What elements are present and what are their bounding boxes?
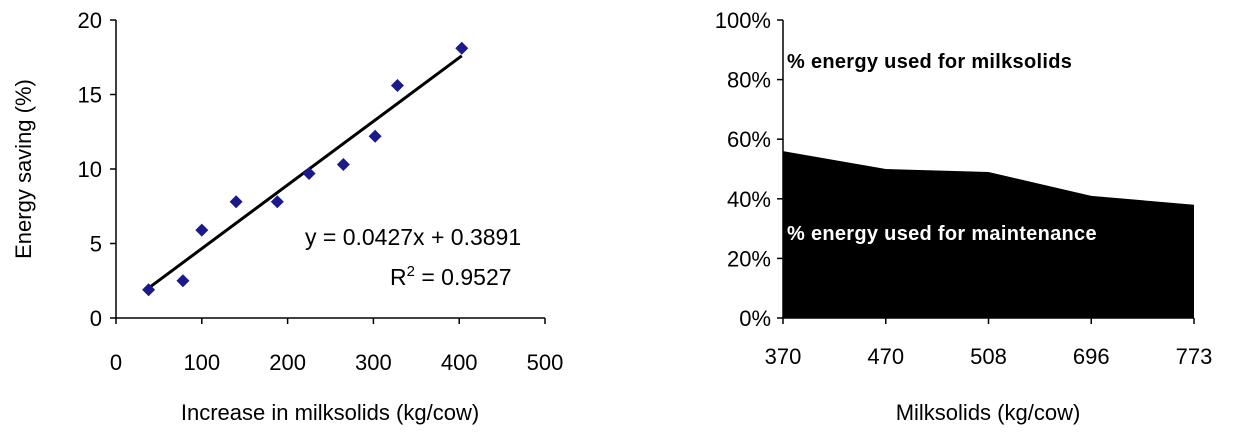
right-y-ticks: 0% 20% 40% 60% 80% 100%	[715, 8, 783, 331]
left-y-tick-label: 0	[90, 306, 102, 331]
label-maintenance: % energy used for maintenance	[787, 223, 1097, 245]
r-squared-superscript: 2	[407, 263, 415, 280]
left-x-axis-title: Increase in milksolids (kg/cow)	[181, 400, 479, 425]
left-x-tick-label: 400	[441, 350, 478, 375]
right-x-ticks: 370 470 508 696 773	[765, 318, 1213, 369]
area-chart: 0% 20% 40% 60% 80% 100% 370 470 508 696 773 % ene…	[715, 8, 1213, 425]
r-squared-prefix: R	[390, 264, 407, 290]
left-x-tick-label: 100	[183, 350, 220, 375]
scatter-point	[336, 158, 350, 172]
left-x-tick-label: 500	[527, 350, 564, 375]
right-x-tick-label: 508	[970, 344, 1007, 369]
right-y-tick-label: 0%	[739, 306, 771, 331]
right-x-tick-label: 696	[1073, 344, 1110, 369]
left-y-tick-label: 5	[90, 232, 102, 257]
label-milksolids: % energy used for milksolids	[787, 51, 1072, 73]
left-y-tick-label: 20	[78, 8, 102, 33]
scatter-point	[368, 129, 382, 143]
right-y-tick-label: 20%	[727, 246, 771, 271]
right-x-tick-label: 370	[765, 344, 802, 369]
scatter-points	[142, 41, 469, 297]
left-y-tick-label: 10	[78, 157, 102, 182]
scatter-point	[390, 79, 404, 93]
right-x-tick-label: 773	[1176, 344, 1213, 369]
scatter-point	[229, 195, 243, 209]
right-y-tick-label: 40%	[727, 187, 771, 212]
scatter-point	[195, 223, 209, 237]
left-y-ticks: 0 5 10 15 20	[78, 8, 116, 331]
left-x-tick-label: 200	[269, 350, 306, 375]
scatter-point	[176, 274, 190, 288]
scatter-point	[455, 41, 469, 55]
right-y-tick-label: 60%	[727, 127, 771, 152]
right-x-tick-label: 470	[867, 344, 904, 369]
left-y-tick-label: 15	[78, 83, 102, 108]
r-squared-label: R2 = 0.9527	[390, 263, 512, 290]
area-milksolids	[783, 20, 1194, 205]
left-y-axis-title: Energy saving (%)	[11, 79, 36, 259]
scatter-point	[270, 195, 284, 209]
trendline-equation: y = 0.0427x + 0.3891	[305, 224, 521, 250]
scatter-point	[302, 166, 316, 180]
right-y-tick-label: 80%	[727, 68, 771, 93]
left-x-ticks: 0 100 200 300 400 500	[110, 318, 563, 375]
scatter-point	[142, 283, 156, 297]
left-x-tick-label: 300	[355, 350, 392, 375]
left-x-tick-label: 0	[110, 350, 122, 375]
right-x-axis-title: Milksolids (kg/cow)	[896, 400, 1081, 425]
scatter-chart: 0 5 10 15 20 0 100 200 300 400 500 y = 0.0427x + …	[11, 8, 563, 425]
r-squared-value: = 0.9527	[415, 264, 512, 290]
right-y-tick-label: 100%	[715, 8, 771, 33]
area-maintenance	[783, 151, 1194, 318]
